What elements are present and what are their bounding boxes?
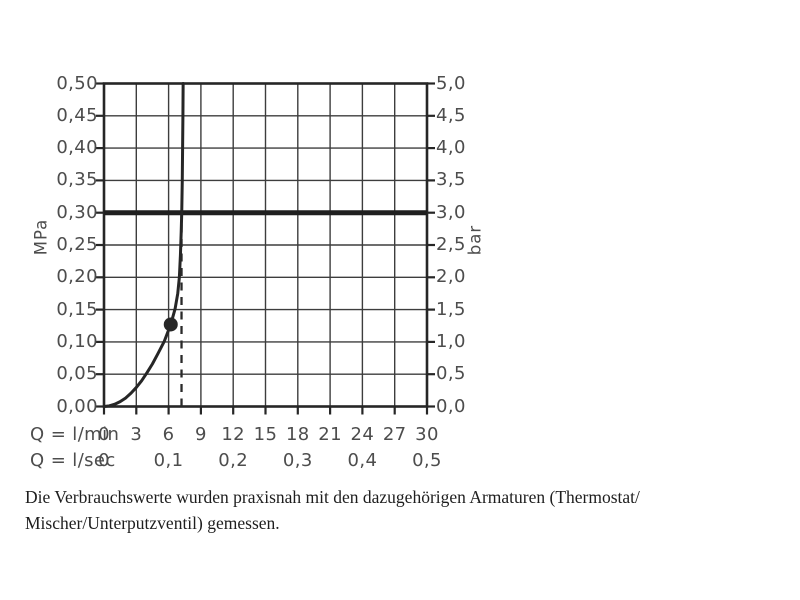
x-axis-lmin-tick-label: 24 <box>350 424 375 445</box>
y-axis-left-tick-label: 0,30 <box>56 201 98 223</box>
x-axis-lmin-tick-label: 0 <box>98 424 110 445</box>
caption: Die Verbrauchswerte wurden praxisnah mit… <box>25 484 775 536</box>
x-axis-lsec-tick-label: 0,4 <box>347 450 378 471</box>
caption-line-1: Die Verbrauchswerte wurden praxisnah mit… <box>25 487 640 507</box>
y-axis-left-tick-label: 0,10 <box>56 330 98 352</box>
y-axis-left-tick-label: 0,00 <box>56 395 98 417</box>
y-axis-right-tick-label: 4,5 <box>436 104 466 126</box>
y-axis-left-tick-label: 0,05 <box>56 363 98 385</box>
x-axis-lmin-tick-label: 12 <box>221 424 246 445</box>
y-axis-left-tick-label: 0,35 <box>56 169 98 191</box>
x-axis-row1-label: Q = l/min <box>30 424 120 445</box>
x-axis-lmin-tick-label: 21 <box>318 424 342 445</box>
y-axis-right-tick-label: 1,5 <box>436 298 466 320</box>
caption-line-2: Mischer/Unterputzventil) gemessen. <box>25 513 280 533</box>
y-axis-left-tick-label: 0,40 <box>56 137 98 159</box>
x-axis-lmin-tick-label: 3 <box>130 424 143 445</box>
x-axis-lmin-tick-label: 6 <box>162 424 175 445</box>
x-axis-lsec-tick-label: 0,2 <box>218 450 249 471</box>
y-axis-right-tick-label: 3,5 <box>436 169 466 191</box>
x-axis-lmin-tick-label: 30 <box>415 424 439 445</box>
y-axis-left-tick-label: 0,50 <box>56 72 98 94</box>
y-axis-right-tick-label: 1,0 <box>436 330 466 352</box>
x-axis-lmin-tick-label: 27 <box>382 424 407 445</box>
y-axis-left-tick-label: 0,45 <box>56 104 98 126</box>
x-axis-lmin-tick-label: 9 <box>194 424 207 445</box>
y-axis-left-tick-label: 0,15 <box>56 298 98 320</box>
y-axis-right-tick-label: 2,0 <box>436 266 466 288</box>
x-axis-lsec-tick-label: 0 <box>98 450 110 471</box>
x-axis-row2-label: Q = l/sec <box>30 450 116 471</box>
y-axis-right-tick-label: 4,0 <box>436 137 466 159</box>
y-axis-right-tick-label: 2,5 <box>436 234 466 255</box>
x-axis-lsec-tick-label: 0,5 <box>412 450 442 471</box>
flow-pressure-chart: MPa bar 0,50 0,45 0,40 0,35 0,30 0,25 0,20 0,15… <box>30 72 485 472</box>
y-axis-right-tick-label: 0,5 <box>436 363 466 385</box>
x-axis-lmin-tick-label: 15 <box>253 424 278 445</box>
x-axis-lsec-tick-label: 0,3 <box>282 450 313 471</box>
y-axis-right-tick-label: 0,0 <box>436 395 466 417</box>
y-axis-left-tick-label: 0,25 <box>56 234 98 255</box>
y-axis-left-tick-label: 0,20 <box>56 266 98 288</box>
x-axis-lsec-tick-label: 0,1 <box>153 450 184 471</box>
left-axis-unit-label: MPa <box>31 218 51 256</box>
x-axis-lmin-tick-label: 18 <box>285 424 310 445</box>
y-axis-right-tick-label: 3,0 <box>436 201 466 223</box>
y-axis-right-tick-label: 5,0 <box>436 72 466 94</box>
